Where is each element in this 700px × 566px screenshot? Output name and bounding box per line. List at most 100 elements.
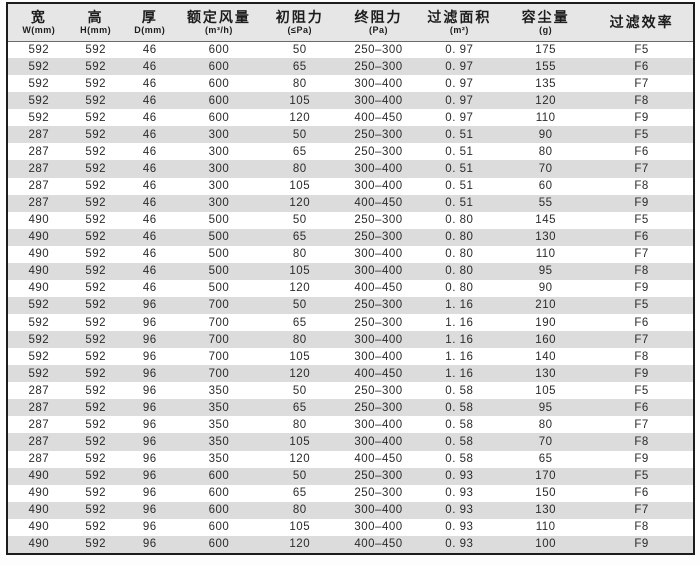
cell-efficiency: F7 bbox=[634, 77, 649, 90]
cell-dust-capacity: 100 bbox=[535, 538, 556, 551]
cell-efficiency: F5 bbox=[634, 470, 649, 483]
cell-depth: 96 bbox=[142, 453, 157, 466]
header-row: 宽 W(mm) 高 H(mm) 厚 D(mm) 额定风量 (m³/h) 初阻力 (≤Pa) 终阻力(… bbox=[8, 4, 693, 42]
cell-rated-airflow: 600 bbox=[208, 470, 230, 483]
cell-initial-resistance: 65 bbox=[292, 316, 307, 329]
cell-initial-resistance: 105 bbox=[289, 350, 311, 363]
cell-efficiency: F8 bbox=[634, 180, 649, 193]
cell-final-resistance: 300–400 bbox=[354, 333, 403, 346]
cell-filter-area: 0. 51 bbox=[445, 197, 474, 210]
cell-height: 592 bbox=[85, 111, 106, 124]
table-row: 490 592 96 600 120 400–450 0. 93 100 F9 bbox=[8, 535, 693, 553]
cell-width: 490 bbox=[28, 282, 50, 295]
cell-efficiency: F8 bbox=[634, 435, 649, 448]
cell-initial-resistance: 50 bbox=[292, 128, 307, 141]
cell-efficiency: F7 bbox=[634, 333, 649, 346]
column-unit: (≤Pa) bbox=[287, 24, 312, 35]
table-row: 592 592 46 600 80 300–400 0. 97 135 F7 bbox=[8, 75, 693, 92]
cell-efficiency: F9 bbox=[634, 538, 649, 551]
cell-initial-resistance: 65 bbox=[292, 401, 307, 414]
cell-depth: 96 bbox=[142, 316, 157, 329]
cell-filter-area: 1. 16 bbox=[445, 316, 474, 329]
cell-initial-resistance: 50 bbox=[292, 214, 307, 227]
cell-depth: 96 bbox=[142, 504, 157, 517]
cell-initial-resistance: 105 bbox=[289, 265, 311, 278]
cell-rated-airflow: 350 bbox=[208, 418, 230, 431]
cell-initial-resistance: 120 bbox=[289, 282, 311, 295]
cell-width: 287 bbox=[28, 418, 50, 431]
cell-filter-area: 0. 97 bbox=[445, 43, 474, 56]
cell-depth: 46 bbox=[142, 282, 157, 295]
cell-width: 490 bbox=[28, 538, 50, 551]
cell-initial-resistance: 80 bbox=[292, 162, 307, 175]
cell-width: 287 bbox=[28, 145, 50, 158]
column-title: 容尘量 bbox=[521, 8, 570, 25]
cell-dust-capacity: 90 bbox=[538, 128, 553, 141]
cell-width: 592 bbox=[28, 367, 50, 380]
cell-dust-capacity: 155 bbox=[535, 60, 556, 73]
cell-rated-airflow: 350 bbox=[208, 401, 230, 414]
cell-filter-area: 0. 97 bbox=[445, 94, 474, 107]
cell-filter-area: 0. 58 bbox=[445, 401, 474, 414]
cell-filter-area: 1. 16 bbox=[445, 299, 474, 312]
cell-dust-capacity: 170 bbox=[535, 470, 556, 483]
cell-rated-airflow: 300 bbox=[208, 162, 230, 175]
table-row: 287 592 46 300 50 250–300 0. 51 90 F5 bbox=[8, 126, 693, 144]
cell-initial-resistance: 80 bbox=[292, 418, 307, 431]
cell-width: 287 bbox=[28, 435, 50, 448]
cell-rated-airflow: 300 bbox=[208, 180, 230, 193]
cell-dust-capacity: 145 bbox=[535, 214, 556, 227]
cell-dust-capacity: 190 bbox=[535, 316, 556, 329]
cell-efficiency: F9 bbox=[634, 453, 649, 466]
cell-filter-area: 0. 51 bbox=[445, 145, 474, 158]
cell-rated-airflow: 500 bbox=[208, 265, 230, 278]
cell-filter-area: 0. 93 bbox=[445, 487, 474, 500]
table-body: 592 592 46 600 50 250–300 0. 97 175 F5 592 592 46 60… bbox=[8, 41, 693, 553]
cell-initial-resistance: 50 bbox=[292, 299, 307, 312]
cell-filter-area: 0. 80 bbox=[445, 214, 474, 227]
column-header-depth: 厚 D(mm) bbox=[121, 4, 178, 42]
cell-height: 592 bbox=[85, 316, 106, 329]
cell-dust-capacity: 95 bbox=[538, 265, 553, 278]
cell-rated-airflow: 700 bbox=[208, 333, 230, 346]
cell-final-resistance: 250–300 bbox=[354, 231, 403, 244]
cell-filter-area: 0. 51 bbox=[445, 180, 474, 193]
cell-rated-airflow: 600 bbox=[208, 538, 230, 551]
cell-depth: 46 bbox=[142, 197, 157, 210]
table-row: 287 592 96 350 80 300–400 0. 58 80 F7 bbox=[8, 416, 693, 433]
cell-final-resistance: 300–400 bbox=[354, 521, 403, 534]
table-row: 490 592 46 500 105 300–400 0. 80 95 F8 bbox=[8, 262, 693, 280]
cell-depth: 46 bbox=[142, 128, 157, 141]
cell-dust-capacity: 55 bbox=[538, 197, 553, 210]
table-row: 287 592 96 350 105 300–400 0. 58 70 F8 bbox=[8, 433, 693, 451]
cell-depth: 46 bbox=[142, 214, 157, 227]
cell-efficiency: F5 bbox=[634, 299, 649, 312]
cell-dust-capacity: 120 bbox=[535, 94, 556, 107]
cell-depth: 46 bbox=[142, 248, 157, 261]
column-header-rated-airflow: 额定风量 (m³/h) bbox=[177, 4, 261, 42]
cell-initial-resistance: 65 bbox=[292, 487, 307, 500]
cell-initial-resistance: 65 bbox=[292, 145, 307, 158]
cell-efficiency: F9 bbox=[634, 282, 649, 295]
cell-filter-area: 0. 80 bbox=[445, 282, 474, 295]
cell-dust-capacity: 130 bbox=[535, 231, 556, 244]
cell-rated-airflow: 300 bbox=[208, 145, 230, 158]
column-header-height: 高 H(mm) bbox=[69, 4, 122, 42]
table-row: 287 592 96 350 120 400–450 0. 58 65 F9 bbox=[8, 451, 693, 468]
column-header-filter-area: 过滤面积 (m²) bbox=[417, 4, 502, 42]
cell-height: 592 bbox=[85, 248, 106, 261]
cell-height: 592 bbox=[85, 128, 106, 141]
cell-dust-capacity: 175 bbox=[535, 43, 556, 56]
cell-dust-capacity: 65 bbox=[538, 453, 553, 466]
cell-efficiency: F6 bbox=[634, 145, 649, 158]
cell-final-resistance: 300–400 bbox=[354, 77, 403, 90]
cell-dust-capacity: 130 bbox=[535, 367, 556, 380]
table-row: 490 592 96 600 105 300–400 0. 93 110 F8 bbox=[8, 519, 693, 536]
column-title: 过滤效率 bbox=[609, 14, 674, 31]
table-row: 490 592 96 600 65 250–300 0. 93 150 F6 bbox=[8, 485, 693, 502]
column-unit: (Pa) bbox=[369, 24, 389, 35]
cell-initial-resistance: 105 bbox=[289, 435, 311, 448]
cell-width: 287 bbox=[28, 401, 50, 414]
cell-filter-area: 0. 80 bbox=[445, 231, 474, 244]
cell-width: 592 bbox=[28, 77, 50, 90]
